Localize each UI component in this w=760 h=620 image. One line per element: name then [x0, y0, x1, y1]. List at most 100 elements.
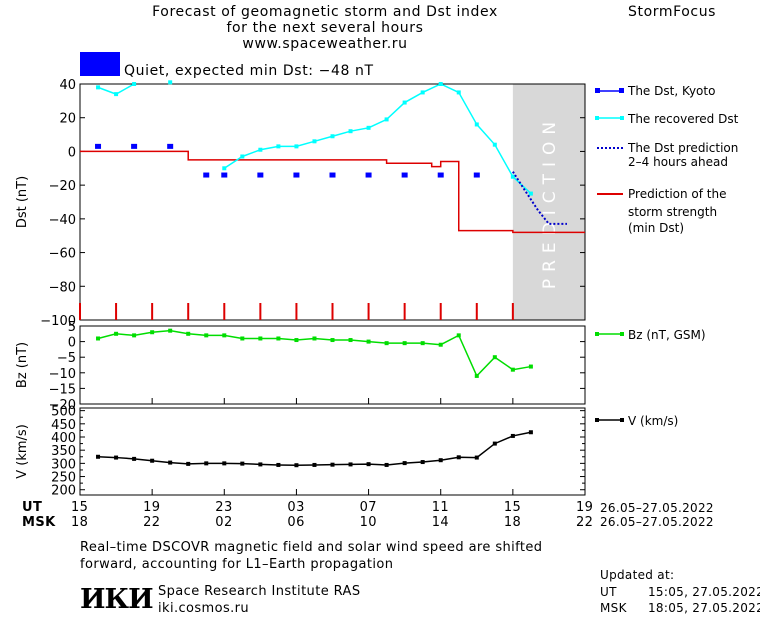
y-tick-label: −20 — [49, 179, 76, 194]
y-tick-label: 500 — [51, 405, 76, 420]
ut-tick-label: 11 — [431, 500, 450, 515]
dst-kyoto-point — [293, 172, 300, 178]
legend-recovered-marker — [620, 116, 624, 120]
y-tick-label: −40 — [49, 213, 76, 228]
bz-point — [276, 336, 281, 341]
legend-bz-label: Bz (nT, GSM) — [628, 328, 706, 342]
y-tick-label: −60 — [49, 247, 76, 262]
updated-msk-label: MSK — [600, 601, 627, 615]
v-point — [312, 462, 317, 467]
v-point — [294, 463, 299, 468]
ut-axis-label: UT — [22, 500, 43, 515]
legend-prediction-label-2: 2–4 hours ahead — [628, 155, 728, 169]
bz-point — [132, 333, 137, 338]
v-point — [258, 462, 263, 467]
recovered-dst-point — [114, 92, 119, 97]
dst-kyoto-point — [257, 172, 264, 178]
y-tick-label: 450 — [51, 418, 76, 433]
ut-tick-label: 19 — [143, 500, 161, 515]
ut-date-range: 26.05–27.05.2022 — [600, 501, 714, 515]
recovered-dst-point — [366, 125, 371, 130]
dst-panel-frame — [79, 83, 586, 321]
ut-tick-label: 23 — [215, 500, 233, 515]
y-tick-label: −100 — [40, 314, 76, 329]
msk-axis-label: MSK — [22, 515, 56, 530]
footer-note-line2: forward, accounting for L1–Earth propaga… — [80, 557, 394, 572]
bz-point — [312, 336, 317, 341]
bz-point — [258, 336, 263, 341]
y-tick-label: −5 — [57, 351, 76, 366]
msk-tick-label: 18 — [503, 515, 522, 530]
iki-logo: ИКИ — [80, 584, 154, 615]
v-point — [402, 461, 407, 466]
y-tick-label: 350 — [51, 444, 76, 459]
legend-v-marker — [595, 418, 599, 422]
msk-tick-label: 10 — [359, 515, 377, 530]
bz-point — [222, 333, 227, 338]
bz-point — [114, 331, 119, 336]
recovered-dst-point — [348, 129, 353, 134]
msk-date-range: 26.05–27.05.2022 — [600, 515, 714, 529]
prediction-band — [512, 84, 585, 320]
updated-ut-time: 15:05, 27.05.2022 — [648, 585, 760, 599]
institute-website-link[interactable]: iki.cosmos.ru — [158, 601, 250, 616]
recovered-dst-point — [528, 191, 533, 196]
bz-point — [96, 336, 101, 341]
dst-kyoto-point — [437, 172, 444, 178]
bz-point — [186, 331, 191, 336]
v-point — [168, 460, 173, 465]
legend-kyoto-label: The Dst, Kyoto — [627, 84, 715, 98]
legend-storm-label: Prediction of the — [628, 187, 727, 201]
bz-point — [438, 342, 443, 347]
dst-prediction-line — [512, 171, 567, 225]
recovered-dst-point — [510, 174, 515, 179]
y-tick-label: −20 — [49, 398, 76, 413]
updated-msk-time: 18:05, 27.05.2022 — [648, 601, 760, 615]
ut-tick-label: 07 — [359, 500, 377, 515]
dst-kyoto-point — [401, 172, 408, 178]
recovered-dst-point — [222, 166, 227, 171]
msk-tick-label: 06 — [287, 515, 305, 530]
v-point — [96, 454, 101, 459]
msk-tick-label: 18 — [71, 515, 89, 530]
bz-panel-frame — [79, 325, 586, 405]
recovered-dst-point — [258, 147, 263, 152]
bz-point — [420, 341, 425, 346]
legend-bz-marker — [595, 332, 599, 336]
brand-name: StormFocus — [628, 4, 717, 20]
y-tick-label: −15 — [49, 382, 76, 397]
bz-point — [474, 373, 479, 378]
bz-point — [456, 333, 461, 338]
y-tick-label: 40 — [59, 78, 76, 93]
legend-storm-label-3: (min Dst) — [628, 221, 684, 235]
institute-name: Space Research Institute RAS — [158, 584, 361, 599]
v-point — [510, 433, 515, 438]
dst-kyoto-point — [131, 143, 138, 149]
v-point — [132, 456, 137, 461]
recovered-dst-point — [312, 139, 317, 144]
legend-bz-marker — [620, 332, 624, 336]
recovered-dst-point — [240, 154, 245, 159]
dst-kyoto-point — [473, 172, 480, 178]
recovered-dst-point — [132, 82, 137, 86]
y-tick-label: 0 — [68, 145, 76, 160]
bz-point — [402, 341, 407, 346]
website-link[interactable]: www.spaceweather.ru — [242, 36, 408, 52]
legend-v-label: V (km/s) — [628, 414, 678, 428]
recovered-dst-point — [294, 144, 299, 149]
v-point — [366, 462, 371, 467]
dst-kyoto-point — [365, 172, 372, 178]
bz-point — [204, 333, 209, 338]
v-panel-frame — [79, 407, 586, 496]
y-tick-label: 400 — [51, 431, 76, 446]
v-point — [492, 441, 497, 446]
updated-label: Updated at: — [600, 568, 675, 582]
v-point — [240, 461, 245, 466]
y-tick-label: −10 — [49, 367, 76, 382]
updated-ut-label: UT — [600, 585, 617, 599]
bz-point — [240, 336, 245, 341]
recovered-dst-point — [96, 85, 101, 90]
recovered-dst-point — [438, 82, 443, 86]
bz-point — [168, 328, 173, 333]
